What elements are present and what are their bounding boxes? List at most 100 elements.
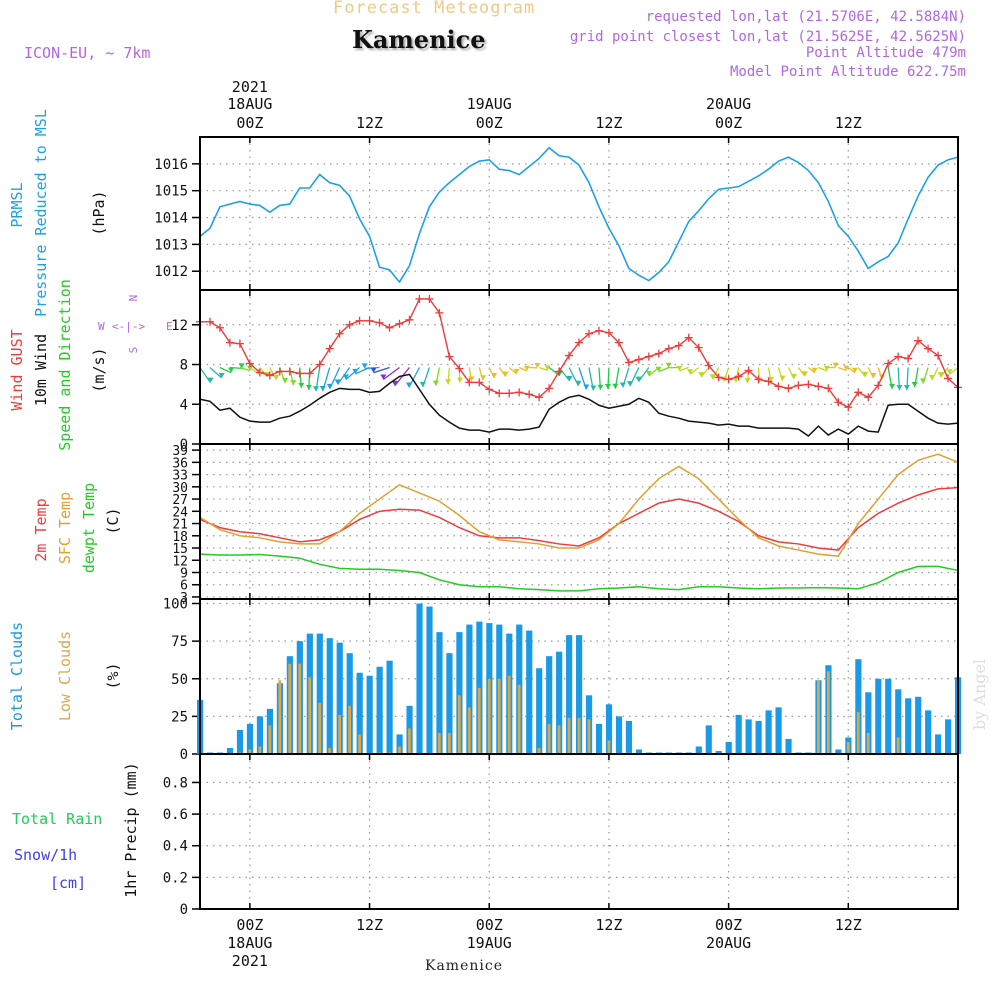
- y-tick-label: 36: [172, 456, 188, 471]
- gust-point: [684, 333, 693, 342]
- bar-total-clouds: [895, 689, 902, 754]
- bar-low-clouds: [477, 687, 481, 754]
- gust-point: [465, 378, 474, 387]
- gust-point: [834, 398, 843, 407]
- bar-total-clouds: [316, 633, 323, 754]
- wind-direction-arrow: [637, 367, 650, 382]
- bar-total-clouds: [765, 710, 772, 754]
- bar-total-clouds: [566, 635, 573, 754]
- bar-low-clouds: [517, 684, 521, 754]
- gust-point: [255, 368, 264, 377]
- wind-direction-arrowhead: [207, 377, 214, 383]
- label-temp-unit: (C): [104, 507, 122, 534]
- gust-point: [844, 403, 853, 412]
- wind-direction-arrow: [949, 366, 959, 375]
- bar-low-clouds: [408, 728, 411, 754]
- label-clouds-unit: (%): [104, 662, 122, 689]
- label-low-clouds: Low Clouds: [56, 631, 74, 721]
- bar-total-clouds: [925, 710, 932, 754]
- bar-low-clouds: [826, 671, 830, 754]
- gust-point: [714, 373, 723, 382]
- wind-direction-arrowhead: [626, 381, 633, 387]
- y-tick-label: 0.2: [163, 870, 188, 886]
- gust-point: [824, 384, 833, 393]
- bar-low-clouds: [567, 717, 571, 754]
- gust-point: [594, 326, 603, 335]
- bar-total-clouds: [346, 653, 353, 754]
- bar-total-clouds: [715, 750, 722, 754]
- wind-direction-arrowhead: [534, 362, 541, 368]
- bar-total-clouds: [236, 729, 244, 754]
- y-tick-label: 0: [180, 747, 188, 763]
- wind-direction-arrowhead: [619, 382, 626, 388]
- wind-direction-arrowhead: [920, 378, 927, 384]
- bar-total-clouds: [735, 714, 742, 754]
- wind-direction-arrowhead: [709, 374, 716, 380]
- gust-point: [345, 320, 354, 329]
- wind-direction-arrowhead: [732, 377, 739, 383]
- bar-low-clouds: [348, 705, 352, 754]
- wind-direction-arrowhead: [665, 362, 672, 368]
- wind-direction-arrow: [373, 366, 390, 374]
- panel-frame: [199, 136, 959, 291]
- bar-low-clouds: [268, 725, 272, 754]
- wind-direction-arrowhead: [946, 369, 953, 375]
- label-pressure-msl: Pressure Reduced to MSL: [32, 109, 50, 317]
- wind-direction-arrowhead: [744, 378, 751, 384]
- y-tick-label: 30: [172, 481, 188, 496]
- gust-point: [235, 339, 244, 348]
- bar-total-clouds: [446, 653, 453, 754]
- gust-point: [724, 375, 733, 384]
- wind-direction-arrowhead: [937, 372, 944, 378]
- gust-point: [485, 385, 494, 394]
- y-tick-label: 1014: [154, 211, 188, 227]
- y-tick-label: 1013: [154, 237, 188, 253]
- bar-total-clouds: [456, 632, 463, 754]
- bar-low-clouds: [607, 740, 611, 754]
- y-tick-label: 0: [180, 902, 188, 918]
- y-tick-label: 1012: [154, 264, 188, 280]
- label-wind-unit: (m/s): [90, 347, 108, 392]
- y-tick-label: 0.4: [163, 839, 188, 855]
- bar-low-clouds: [288, 663, 292, 754]
- gust-point: [734, 372, 743, 381]
- y-tick-label: 4: [180, 397, 188, 413]
- gust-point: [355, 316, 364, 325]
- gust-point: [565, 351, 574, 360]
- bar-total-clouds: [366, 675, 373, 754]
- y-tick-label: 1015: [154, 184, 188, 200]
- point-altitude: Point Altitude 479m: [805, 45, 966, 61]
- bar-low-clouds: [537, 747, 541, 754]
- y-tick-label: 100: [163, 597, 188, 613]
- wind-direction-arrow: [658, 366, 670, 373]
- wind-direction-arrowhead: [228, 367, 235, 373]
- gust-point: [305, 369, 314, 378]
- y-tick-label: 21: [172, 518, 188, 533]
- label-sfc-temp: SFC Temp: [56, 492, 74, 564]
- wind-direction-arrow: [689, 366, 700, 375]
- wind-direction-arrowhead: [370, 367, 377, 373]
- bar-total-clouds: [885, 678, 892, 754]
- wind-direction-arrowhead: [870, 372, 877, 378]
- x-date-label-top: 18AUG: [227, 95, 272, 113]
- bar-total-clouds: [695, 746, 702, 754]
- bar-total-clouds: [466, 624, 473, 754]
- bar-total-clouds: [386, 660, 393, 754]
- bar-total-clouds: [326, 638, 333, 754]
- gust-point: [245, 359, 254, 368]
- compass-w: W: [98, 320, 105, 333]
- bar-total-clouds: [775, 707, 782, 754]
- gust-point: [674, 341, 683, 350]
- bar-total-clouds: [835, 749, 842, 754]
- wind-direction-arrow: [538, 366, 548, 371]
- bar-total-clouds: [855, 659, 862, 754]
- bar-low-clouds: [547, 723, 551, 754]
- gust-point: [874, 381, 883, 390]
- bar-low-clouds: [457, 695, 461, 754]
- bar-total-clouds: [615, 716, 623, 754]
- bar-total-clouds: [635, 749, 643, 754]
- gust-point: [884, 359, 893, 368]
- bar-total-clouds: [526, 630, 533, 754]
- y-tick-label: 6: [180, 579, 188, 594]
